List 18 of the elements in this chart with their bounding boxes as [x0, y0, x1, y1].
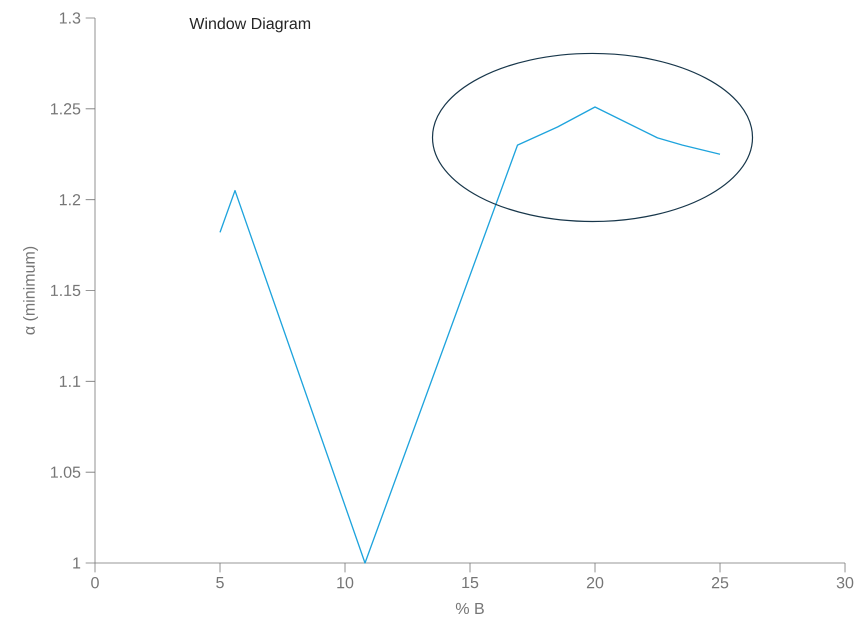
x-tick-label: 30	[836, 577, 854, 588]
chart-title: Window Diagram	[189, 17, 310, 32]
y-tick-label: 1.25	[51, 103, 80, 114]
x-tick-label: 10	[337, 577, 354, 588]
x-axis-title: % B	[456, 602, 484, 614]
y-tick-label: 1.2	[60, 194, 80, 206]
x-tick-label: 20	[586, 577, 604, 588]
x-tick-label: 25	[712, 577, 728, 588]
x-tick-label: 15	[462, 577, 478, 588]
y-tick-label: 1.15	[51, 284, 80, 296]
y-tick-label: 1.05	[51, 466, 80, 478]
y-axis-title: α (minimum)	[23, 246, 38, 334]
y-tick-label: 1	[73, 558, 80, 569]
x-tick-label: 0	[91, 577, 99, 588]
line-series	[219, 106, 721, 564]
x-tick-label: 5	[216, 577, 224, 588]
y-tick-label: 1.3	[60, 12, 80, 24]
y-tick-label: 1.1	[60, 376, 80, 387]
